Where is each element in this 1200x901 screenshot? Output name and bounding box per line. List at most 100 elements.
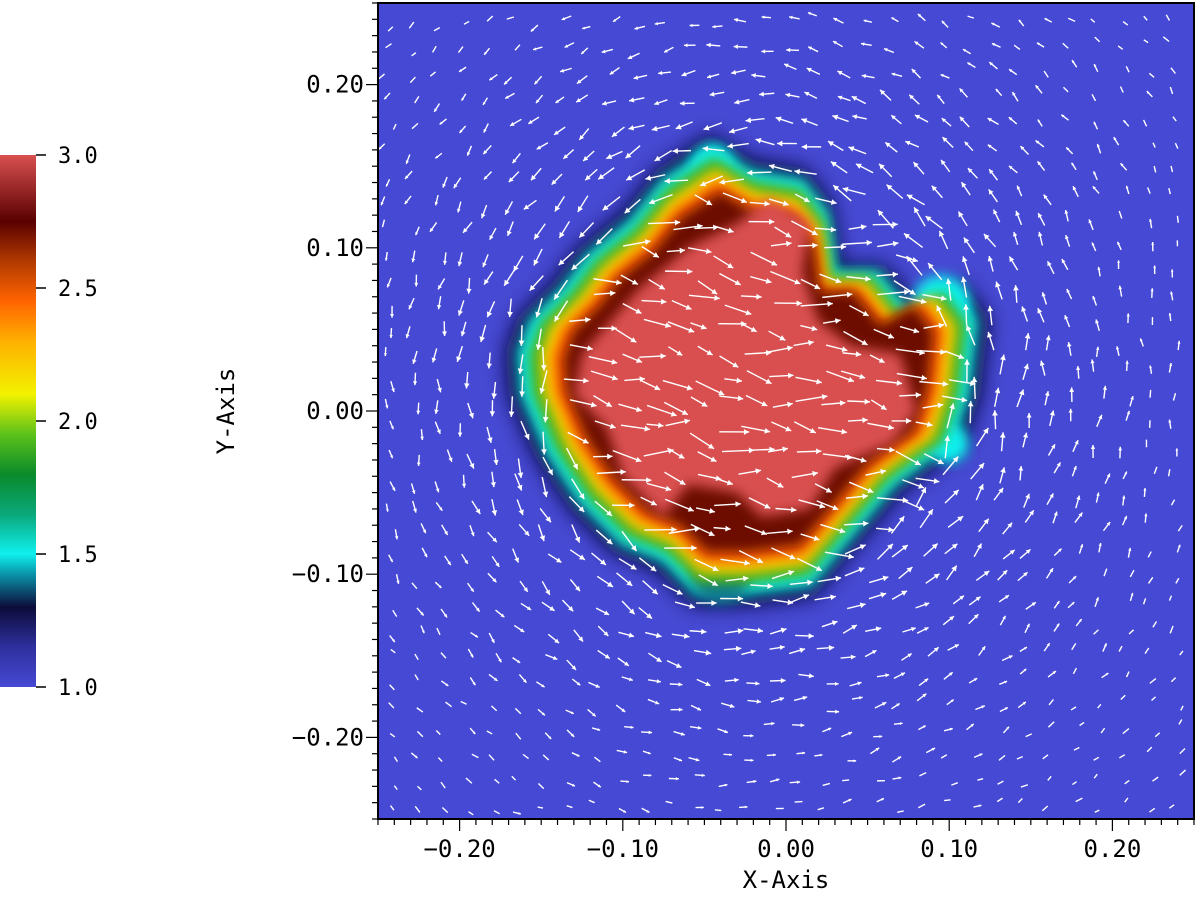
velocity-arrow [1078, 544, 1084, 554]
velocity-arrow [541, 580, 551, 596]
velocity-arrow [1152, 621, 1158, 628]
velocity-arrow [566, 781, 576, 787]
velocity-arrow [1142, 119, 1148, 127]
velocity-arrow [547, 633, 560, 644]
velocity-arrow [588, 799, 595, 804]
velocity-arrow [725, 575, 749, 582]
velocity-arrow [967, 167, 979, 179]
velocity-arrow [763, 721, 775, 726]
velocity-arrow [551, 173, 563, 186]
velocity-arrow [896, 372, 928, 381]
velocity-arrow [995, 88, 1003, 97]
velocity-arrow [1152, 776, 1159, 782]
velocity-arrow [1179, 748, 1186, 755]
velocity-arrow [724, 377, 743, 384]
velocity-arrow [1149, 389, 1152, 398]
velocity-arrow [795, 376, 822, 385]
velocity-arrow [906, 194, 925, 206]
velocity-arrow [431, 348, 438, 363]
velocity-arrow [1165, 14, 1171, 21]
velocity-arrow [987, 305, 994, 326]
velocity-arrow [578, 222, 595, 239]
velocity-arrow [789, 594, 810, 604]
velocity-arrow [844, 544, 866, 555]
velocity-arrow [794, 800, 803, 803]
velocity-arrow [1162, 36, 1170, 42]
velocity-arrow [537, 783, 545, 790]
velocity-arrow [820, 523, 846, 534]
velocity-arrow [404, 195, 412, 205]
velocity-arrow [569, 344, 593, 352]
velocity-arrow [378, 143, 386, 150]
velocity-arrow [1151, 696, 1157, 701]
velocity-arrow [946, 699, 955, 706]
velocity-arrow [1002, 549, 1016, 560]
velocity-arrow [489, 400, 496, 417]
velocity-arrow [411, 582, 418, 590]
velocity-arrow [793, 421, 817, 434]
velocity-arrow [487, 572, 497, 583]
velocity-arrow [1036, 160, 1046, 171]
velocity-arrow [593, 278, 622, 286]
velocity-arrow [1015, 210, 1023, 226]
velocity-arrow [388, 702, 395, 709]
velocity-arrow [436, 296, 442, 310]
velocity-arrow [622, 239, 651, 247]
velocity-arrow [918, 678, 929, 687]
velocity-arrow [1091, 242, 1097, 252]
velocity-arrow [868, 592, 887, 600]
velocity-arrow [486, 426, 493, 443]
velocity-arrow [927, 646, 940, 657]
velocity-arrow [488, 632, 495, 644]
velocity-arrow [1153, 265, 1157, 275]
velocity-arrow [648, 679, 662, 684]
velocity-arrow [1066, 342, 1072, 356]
velocity-arrow [618, 807, 627, 814]
velocity-arrow [596, 469, 626, 475]
velocity-arrow [594, 420, 616, 429]
velocity-arrow [847, 398, 870, 405]
velocity-arrow [664, 178, 689, 184]
velocity-arrow [645, 631, 662, 639]
velocity-arrow [434, 581, 442, 589]
velocity-arrow [891, 418, 912, 424]
velocity-arrow [1016, 185, 1023, 197]
velocity-arrow [1039, 360, 1046, 376]
velocity-arrow [530, 167, 542, 181]
velocity-arrow [517, 354, 524, 375]
velocity-arrow [714, 501, 741, 508]
velocity-arrow [662, 584, 683, 595]
velocity-arrow [488, 754, 495, 761]
velocity-arrow [622, 353, 643, 363]
velocity-arrow [774, 300, 802, 307]
velocity-arrow [1170, 67, 1177, 74]
velocity-arrow [931, 185, 943, 199]
velocity-arrow [571, 524, 581, 543]
velocity-arrow [545, 654, 558, 661]
velocity-arrow [537, 524, 546, 542]
velocity-arrow [863, 19, 873, 23]
velocity-arrow [1017, 798, 1023, 804]
velocity-arrow [775, 116, 794, 125]
velocity-arrow [745, 117, 765, 124]
velocity-arrow [555, 96, 565, 104]
velocity-arrow [627, 52, 640, 60]
velocity-arrow [892, 776, 902, 780]
velocity-arrow [792, 723, 805, 728]
velocity-arrow [420, 625, 425, 634]
velocity-arrow [523, 199, 537, 210]
velocity-arrow [891, 702, 901, 710]
velocity-arrow [390, 381, 395, 393]
velocity-arrow [846, 275, 871, 282]
velocity-arrow [877, 209, 894, 229]
velocity-arrow [593, 290, 616, 297]
velocity-arrow [520, 602, 532, 611]
velocity-arrow [1036, 42, 1045, 48]
velocity-arrow [389, 733, 396, 738]
velocity-arrow [917, 803, 926, 809]
velocity-arrow [606, 150, 623, 160]
velocity-arrow [963, 304, 969, 325]
velocity-arrow [445, 701, 453, 708]
velocity-arrow [1026, 412, 1032, 428]
velocity-arrow [673, 757, 683, 762]
